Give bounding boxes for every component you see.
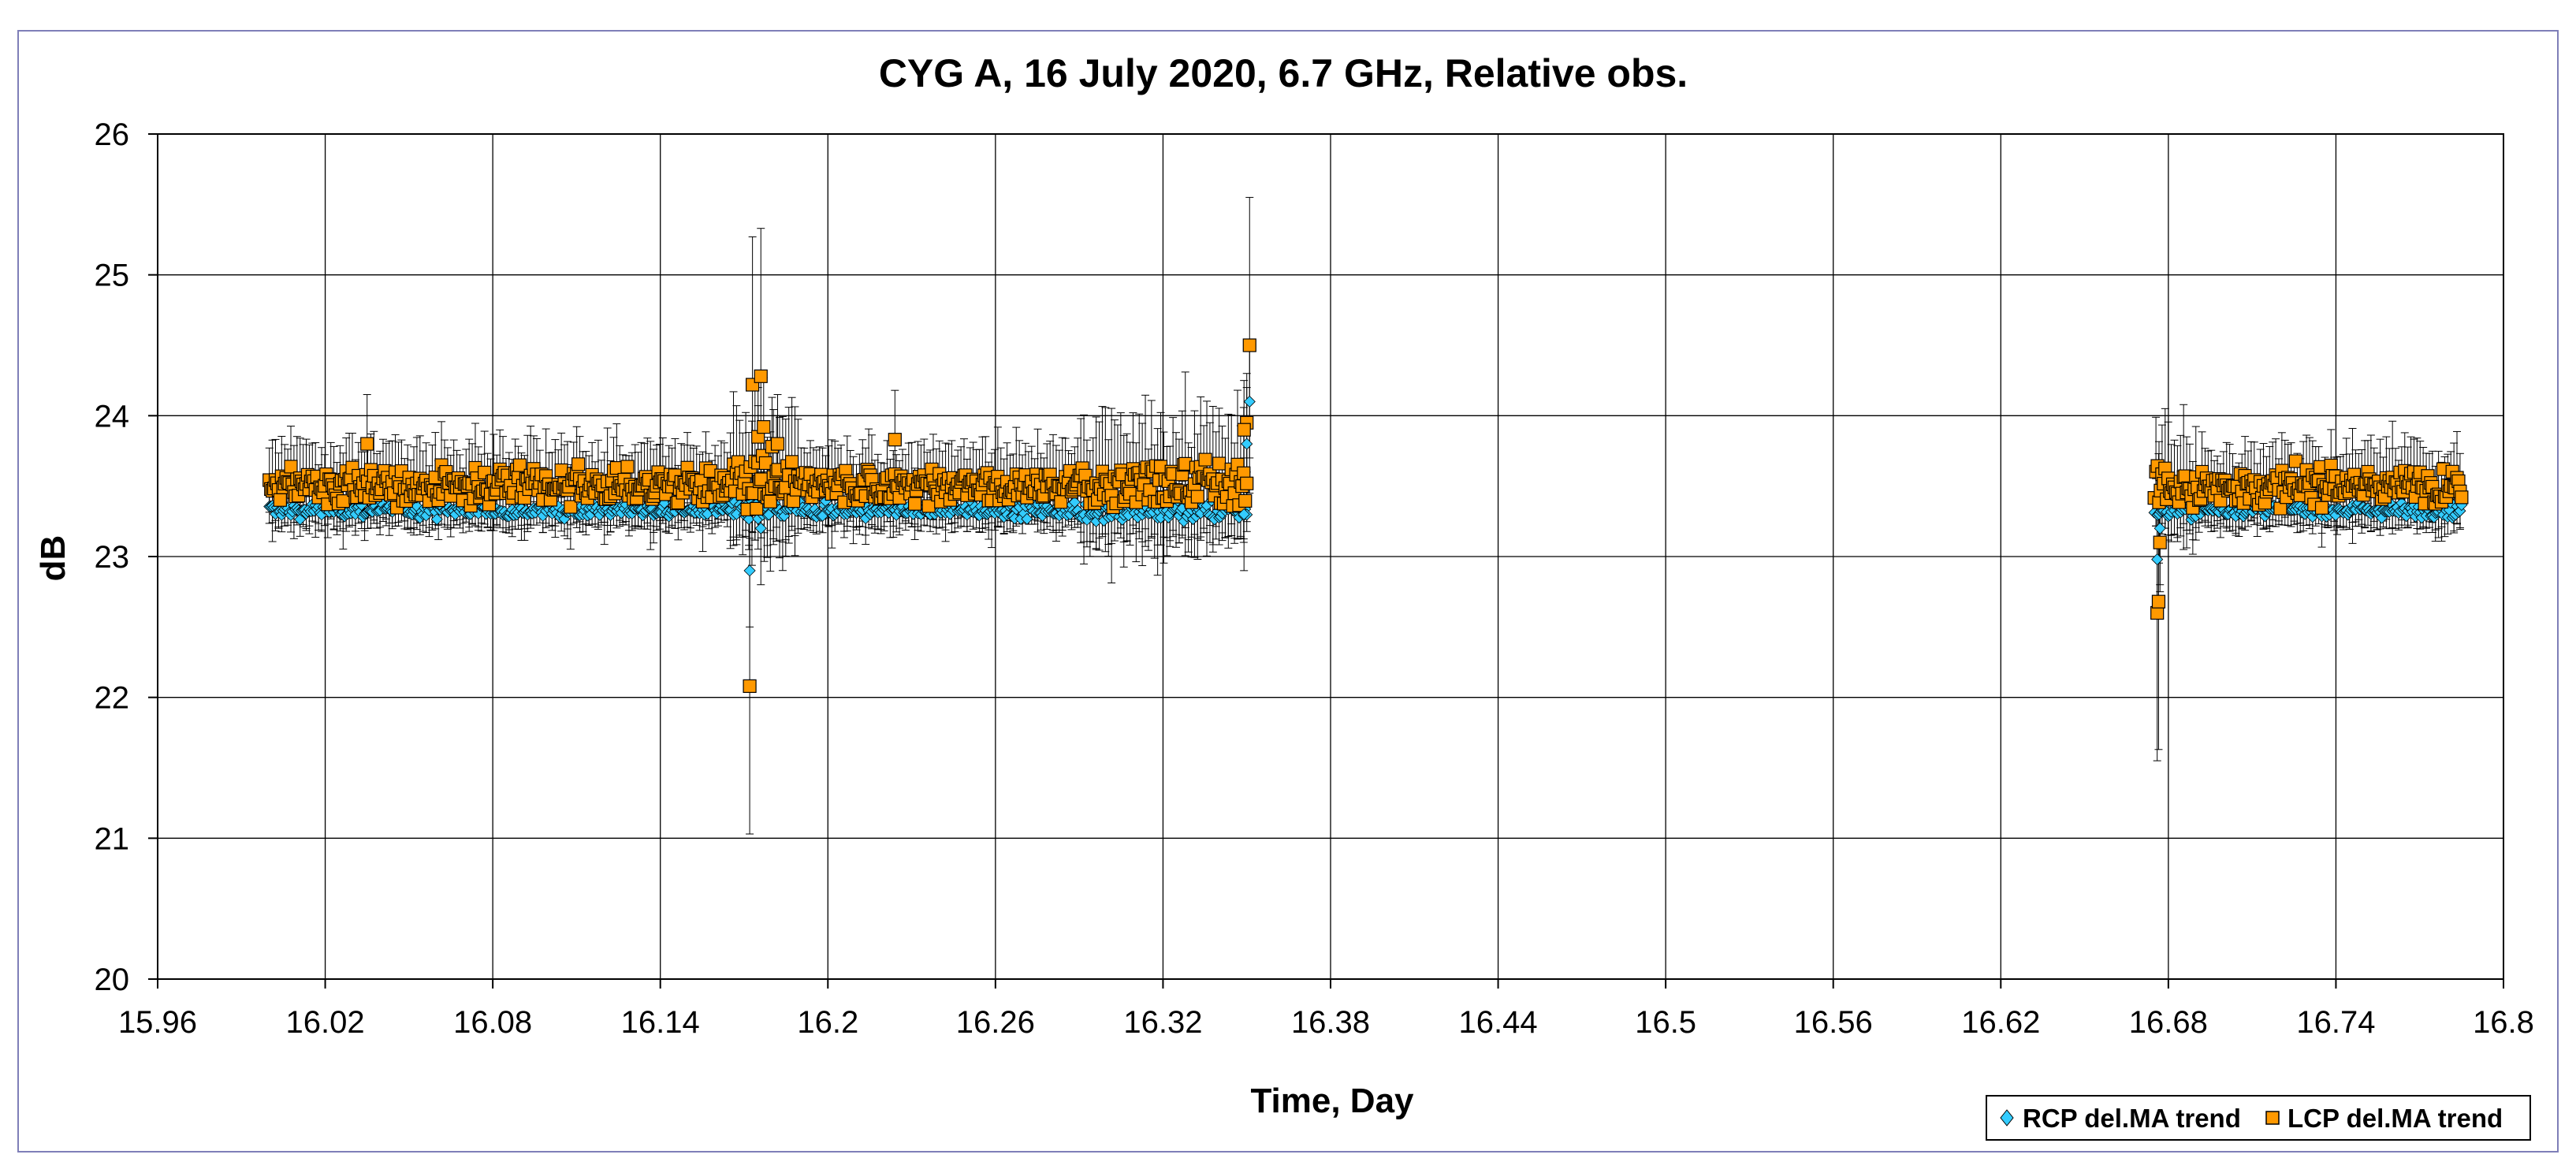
lcp-point (763, 494, 777, 508)
lcp-point (273, 493, 287, 507)
lcp-point (786, 494, 801, 508)
data-points (262, 338, 2469, 693)
rcp-point (743, 513, 755, 526)
rcp-point (2153, 522, 2166, 534)
x-tick-labels: 15.96 16.02 16.08 16.14 16.2 16.26 16.32 16.38 1… (118, 1005, 2534, 1040)
lcp-point (770, 437, 785, 451)
x-tick-label: 16.08 (453, 1005, 532, 1040)
lcp-point (2455, 490, 2469, 505)
x-tick-label: 16.5 (1635, 1005, 1696, 1040)
lcp-point (754, 369, 768, 383)
rcp-point (2454, 505, 2466, 517)
lcp-point (2213, 493, 2228, 508)
legend-lcp-marker (2265, 1111, 2280, 1125)
lcp-point (360, 437, 374, 451)
legend-rcp-marker (2000, 1109, 2014, 1126)
lcp-point (2288, 454, 2303, 468)
lcp-point (921, 499, 936, 513)
lcp-point (620, 460, 635, 474)
lcp-point (512, 458, 527, 472)
legend-box (1986, 1095, 2531, 1141)
rcp-point (1238, 508, 1250, 520)
rcp-point (754, 522, 767, 534)
chart-title: CYG A, 16 July 2020, 6.7 GHz, Relative o… (879, 51, 1688, 95)
lcp-point (1237, 423, 1251, 437)
lcp-point (907, 497, 922, 511)
y-tick-label: 24 (95, 399, 130, 434)
x-tick-label: 16.14 (621, 1005, 700, 1040)
lcp-point (1242, 338, 1256, 352)
lcp-point (2150, 605, 2165, 620)
y-tick-label: 26 (95, 117, 130, 152)
lcp-point (2314, 501, 2329, 515)
lcp-point (785, 455, 799, 469)
y-axis-label: dB (34, 535, 73, 582)
x-tick-label: 16.62 (1961, 1005, 2040, 1040)
x-tick-label: 16.68 (2129, 1005, 2208, 1040)
legend-rcp-label: RCP del.MA trend (2023, 1104, 2241, 1133)
rcp-point (778, 510, 791, 523)
x-tick-label: 16.26 (956, 1005, 1035, 1040)
lcp-point (564, 500, 578, 514)
legend-lcp-label: LCP del.MA trend (2288, 1104, 2503, 1133)
lcp-point (1190, 490, 1204, 504)
legend: RCP del.MA trend LCP del.MA trend (1986, 1095, 2531, 1141)
lcp-point (2273, 501, 2288, 516)
x-tick-label: 16.02 (286, 1005, 365, 1040)
lcp-point (284, 460, 298, 474)
rcp-point (2151, 553, 2164, 566)
lcp-point (1198, 452, 1212, 467)
y-tick-label: 22 (95, 681, 130, 716)
rcp-point (294, 513, 307, 526)
rcp-point (743, 564, 756, 577)
lcp-point (743, 679, 757, 693)
lcp-point (1212, 456, 1227, 471)
x-tick-label: 16.8 (2473, 1005, 2534, 1040)
grid (148, 133, 2504, 989)
y-tick-label: 23 (95, 540, 130, 575)
y-tick-labels: 20 21 22 23 24 25 26 (95, 117, 130, 997)
lcp-point (2153, 535, 2167, 549)
y-tick-label: 21 (95, 821, 130, 856)
x-tick-label: 16.74 (2296, 1005, 2375, 1040)
lcp-point (2151, 594, 2166, 609)
x-tick-label: 15.96 (118, 1005, 197, 1040)
plot-area (157, 133, 2504, 980)
rcp-point (1021, 512, 1033, 525)
lcp-point (1240, 476, 1254, 490)
x-tick-label: 16.56 (1794, 1005, 1873, 1040)
y-tick-label: 25 (95, 259, 130, 293)
y-tick-label: 20 (95, 963, 130, 997)
chart-frame (17, 30, 2559, 1153)
lcp-point (1238, 493, 1253, 508)
rcp-point (1241, 438, 1253, 450)
lcp-point (750, 501, 764, 516)
rcp-point (430, 513, 443, 526)
x-tick-label: 16.32 (1123, 1005, 1202, 1040)
x-tick-label: 16.2 (797, 1005, 858, 1040)
x-tick-label: 16.44 (1459, 1005, 1538, 1040)
x-tick-label: 16.38 (1291, 1005, 1370, 1040)
lcp-point (757, 420, 771, 434)
lcp-point (888, 433, 902, 447)
x-axis-label: Time, Day (1250, 1082, 1414, 1120)
rcp-point (1243, 395, 1256, 408)
lcp-point (571, 457, 586, 471)
